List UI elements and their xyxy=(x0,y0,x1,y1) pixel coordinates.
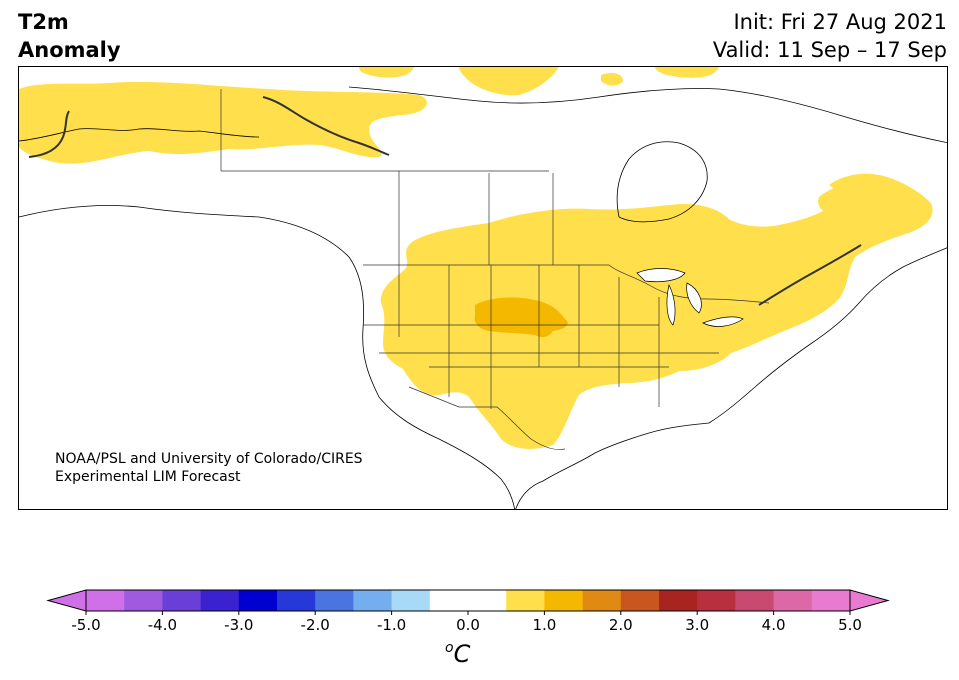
lake-erie xyxy=(702,316,744,327)
colorbar-tick-label: 1.0 xyxy=(532,616,556,634)
title-variable: T2m xyxy=(18,10,69,34)
border-states-west xyxy=(398,265,660,409)
colorbar-extend-low xyxy=(46,589,87,612)
coast-arctic xyxy=(348,86,947,143)
colorbar-cell xyxy=(811,590,851,611)
colorbar-tick-label: 4.0 xyxy=(762,616,786,634)
colorbar-unit-degree: o xyxy=(445,640,454,656)
colorbar-tick-label: -3.0 xyxy=(224,616,253,634)
map-title: T2m Anomaly xyxy=(18,8,121,64)
colorbar-tick-label: 0.0 xyxy=(456,616,480,634)
colorbar-cell xyxy=(391,590,431,611)
border-us-mexico xyxy=(408,386,566,450)
colorbar-tick-label: -1.0 xyxy=(377,616,406,634)
border-us-canada xyxy=(363,264,770,304)
init-date: Init: Fri 27 Aug 2021 xyxy=(733,10,947,34)
credit-line-1: NOAA/PSL and University of Colorado/CIRE… xyxy=(55,451,363,467)
colorbar: -5.0 -4.0 -3.0 -2.0 -1.0 0.0 1.0 2.0 3.0 4.0 5.0 xyxy=(46,589,890,634)
colorbar-cell xyxy=(86,590,125,611)
anomaly-region-arctic-3 xyxy=(601,73,623,86)
colorbar-cell xyxy=(277,590,316,611)
colorbar-cell xyxy=(429,590,469,611)
border-states-rows xyxy=(363,324,719,368)
political-boundaries xyxy=(220,89,770,450)
title-type: Anomaly xyxy=(18,38,121,62)
colorbar-cell xyxy=(468,590,507,611)
colorbar-ticks: -5.0 -4.0 -3.0 -2.0 -1.0 0.0 1.0 2.0 3.0 4.0 5.0 xyxy=(71,611,862,634)
anomaly-region-labrador xyxy=(818,182,925,228)
coast-gulf xyxy=(515,422,710,509)
river-yukon xyxy=(28,110,70,158)
colorbar-tick-label: -4.0 xyxy=(148,616,177,634)
river-st-lawrence xyxy=(758,244,862,306)
map-canvas xyxy=(19,67,947,509)
anomaly-region-arctic-4 xyxy=(655,67,719,78)
colorbar-cell xyxy=(506,590,545,611)
coast-hudson-bay xyxy=(616,141,708,223)
rivers xyxy=(28,96,862,306)
lake-huron xyxy=(686,282,702,314)
lake-superior xyxy=(636,268,686,283)
anomaly-region-arctic-1 xyxy=(359,67,414,78)
colorbar-tick-label: -2.0 xyxy=(301,616,330,634)
anomaly-region-arctic-2 xyxy=(459,67,559,96)
colorbar-tick-label: 2.0 xyxy=(609,616,633,634)
river-mackenzie xyxy=(262,96,390,156)
coast-atlantic xyxy=(708,247,947,424)
forecast-dates: Init: Fri 27 Aug 2021 Valid: 11 Sep – 17… xyxy=(713,8,947,64)
colorbar-cell xyxy=(773,590,813,611)
forecast-credit: NOAA/PSL and University of Colorado/CIRE… xyxy=(55,450,363,486)
warm-anomaly-regions xyxy=(19,67,933,449)
colorbar-tick-label: 3.0 xyxy=(685,616,709,634)
colorbar-cell xyxy=(315,590,354,611)
colorbar-unit: oC xyxy=(445,640,470,668)
colorbar-cell xyxy=(544,590,584,611)
anomaly-region-moderate-warm xyxy=(474,297,568,338)
lake-michigan xyxy=(666,283,676,326)
colorbar-cell xyxy=(162,590,202,611)
colorbar-extend-high xyxy=(849,589,890,612)
colorbar-cell xyxy=(659,590,698,611)
coastlines xyxy=(19,86,947,509)
colorbar-cell xyxy=(582,590,622,611)
colorbar-tick-label: 5.0 xyxy=(838,616,862,634)
colorbar-cell xyxy=(238,590,278,611)
colorbar-cell xyxy=(124,590,163,611)
credit-line-2: Experimental LIM Forecast xyxy=(55,469,241,485)
colorbar-cell xyxy=(735,590,775,611)
map-panel xyxy=(18,66,948,510)
colorbar-unit-letter: C xyxy=(453,640,471,668)
anomaly-region-alaska xyxy=(19,81,427,164)
colorbar-cell xyxy=(353,590,393,611)
valid-dates: Valid: 11 Sep – 17 Sep xyxy=(712,38,947,62)
colorbar-cell xyxy=(697,590,736,611)
coast-alaska xyxy=(19,128,260,142)
colorbar-cell xyxy=(620,590,660,611)
great-lakes xyxy=(636,268,744,327)
anomaly-region-central xyxy=(380,173,933,449)
colorbar-tick-label: -5.0 xyxy=(71,616,100,634)
colorbar-cells xyxy=(86,590,851,611)
coast-pacific xyxy=(19,205,516,509)
colorbar-cell xyxy=(200,590,240,611)
